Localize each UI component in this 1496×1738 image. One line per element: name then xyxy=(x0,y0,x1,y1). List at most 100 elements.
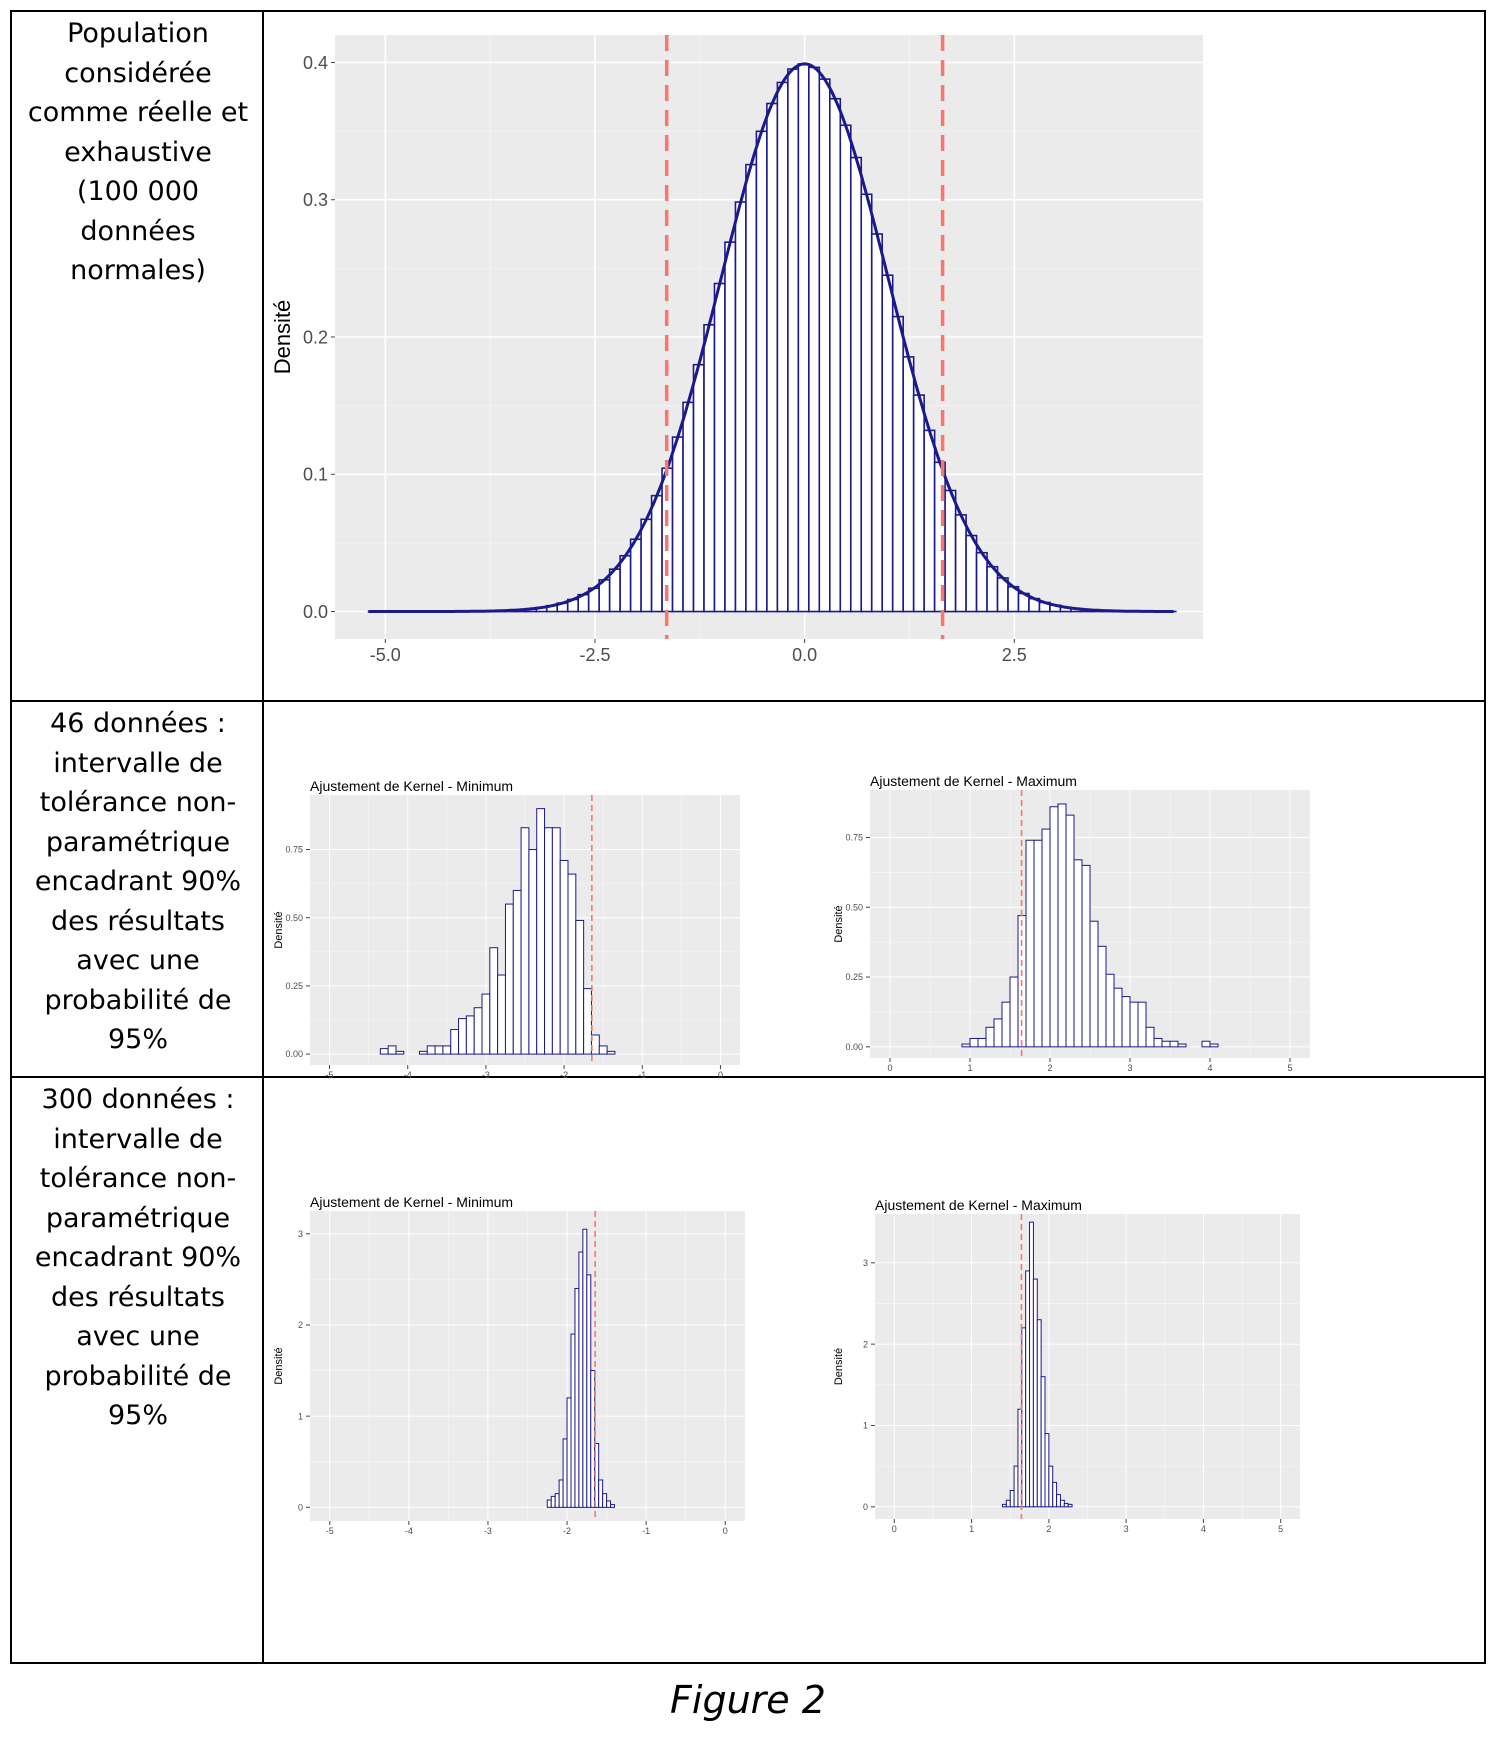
chart-title: Ajustement de Kernel - Minimum xyxy=(310,1196,513,1210)
y-tick-label: 0 xyxy=(298,1502,303,1512)
histogram-bar xyxy=(590,1034,600,1055)
histogram-bar xyxy=(703,323,716,613)
histogram-bar xyxy=(1029,1221,1034,1508)
y-tick-label: 0.25 xyxy=(285,981,303,991)
histogram-bar xyxy=(1065,814,1075,1048)
x-tick-label: -3 xyxy=(484,1526,492,1536)
column-divider xyxy=(262,12,264,1662)
histogram-bar xyxy=(528,849,538,1055)
histogram-bar xyxy=(606,1050,616,1055)
x-tick-label: 4 xyxy=(1201,1524,1206,1534)
histogram-bar xyxy=(993,1018,1003,1048)
x-tick-label: 3 xyxy=(1124,1524,1129,1534)
histogram-bar xyxy=(562,1438,568,1508)
histogram-bar xyxy=(1005,1499,1011,1508)
histogram-bar xyxy=(546,1499,552,1508)
kernel-minimum-300-histogram: -5 -4 -3 -2 -1 0 0 1 2 3 Ajustement de Kernel - Mi… xyxy=(273,1196,745,1536)
x-tick-label: -2 xyxy=(560,1070,568,1080)
density-curve xyxy=(368,62,1174,613)
histogram-bar xyxy=(1059,1499,1065,1508)
histogram-bar xyxy=(512,889,522,1055)
histogram-bar xyxy=(755,130,768,613)
row-divider xyxy=(12,700,1484,702)
histogram-bar xyxy=(1161,1040,1171,1048)
histogram-bar xyxy=(671,436,684,613)
x-tick-label: 2.5 xyxy=(1002,645,1027,665)
histogram-bar xyxy=(1013,1465,1019,1508)
x-tick-label: -4 xyxy=(404,1070,412,1080)
y-axis-label: Densité xyxy=(273,911,285,948)
histogram-bar xyxy=(567,873,577,1055)
histogram-bar xyxy=(1089,920,1099,1048)
histogram-bar xyxy=(426,1045,436,1055)
x-tick-label: 0 xyxy=(887,1063,892,1073)
histogram-bar xyxy=(891,315,904,613)
histogram-bar xyxy=(434,1045,444,1055)
x-tick-label: -5 xyxy=(326,1070,334,1080)
y-tick-label: 0.75 xyxy=(845,833,863,843)
y-tick-label: 2 xyxy=(298,1320,303,1330)
histogram-bar xyxy=(606,1500,612,1508)
histogram-bar xyxy=(1041,828,1051,1048)
histogram-bar xyxy=(629,538,642,613)
row-divider xyxy=(12,1076,1484,1078)
histogram-bar xyxy=(1036,1319,1042,1508)
histogram-bar xyxy=(566,1397,572,1508)
histogram-bar xyxy=(650,494,663,613)
histogram-bar xyxy=(808,66,821,613)
x-tick-label: 5 xyxy=(1278,1524,1283,1534)
histogram-bar xyxy=(583,988,592,1055)
kernel-minimum-46-histogram: -5 -4 -3 -2 -1 0 0.00 0.25 0.50 0.75 Ajustement de… xyxy=(273,780,740,1080)
histogram-bar xyxy=(1137,1001,1147,1048)
histogram-bar xyxy=(724,241,737,613)
x-tick-label: 0 xyxy=(723,1526,728,1536)
histogram-bar xyxy=(985,1026,995,1048)
histogram-bar xyxy=(977,1037,987,1048)
x-tick-label: 1 xyxy=(969,1524,974,1534)
x-tick-label: 2 xyxy=(1047,1063,1052,1073)
histogram-bar xyxy=(829,97,842,613)
histogram-bar xyxy=(1033,839,1043,1048)
histogram-bar xyxy=(1052,1481,1058,1508)
histogram-bar xyxy=(1040,1376,1046,1508)
chart-title: Ajustement de Kernel - Maximum xyxy=(875,1200,1082,1213)
x-tick-label: 0 xyxy=(892,1524,897,1534)
histogram-bar xyxy=(582,1228,588,1508)
histogram-bar xyxy=(870,233,884,613)
histogram-bar xyxy=(1056,1494,1061,1508)
histogram-bar xyxy=(1121,996,1131,1048)
histogram-bar xyxy=(458,1018,467,1055)
histogram-bar xyxy=(745,163,758,613)
histogram-bar xyxy=(961,1043,971,1048)
x-tick-label: -3 xyxy=(482,1070,490,1080)
histogram-bar xyxy=(1067,1503,1073,1508)
histogram-bar xyxy=(1009,976,1019,1048)
histogram-bar xyxy=(551,827,561,1055)
x-tick-label: 0.0 xyxy=(792,645,817,665)
histogram-bar xyxy=(481,993,491,1055)
y-tick-label: 0.50 xyxy=(285,913,303,923)
figure-table: Population considérée comme réelle et ex… xyxy=(10,10,1486,1664)
histogram-bar xyxy=(881,274,894,613)
histogram-bar xyxy=(619,554,632,613)
histogram-bar xyxy=(1201,1040,1211,1048)
row-label-46-data: 46 données : intervalle de tolérance non… xyxy=(34,708,242,1055)
chart-title: Ajustement de Kernel - Maximum xyxy=(870,776,1077,789)
histogram-bar xyxy=(1113,987,1123,1048)
histogram-bar xyxy=(578,1251,584,1508)
histogram-bar xyxy=(1025,839,1035,1048)
y-tick-label: 0.00 xyxy=(845,1042,863,1052)
kernel-maximum-300-histogram: 0 1 2 3 4 5 0 1 2 3 Ajustement de Kernel - Maximum… xyxy=(833,1200,1300,1534)
x-tick-label: -4 xyxy=(405,1526,413,1536)
histogram-bar xyxy=(574,1288,580,1508)
histogram-bar xyxy=(1009,1490,1015,1508)
x-tick-label: -2 xyxy=(563,1526,571,1536)
y-axis-label: Densité xyxy=(833,1348,845,1385)
histogram-bar xyxy=(1073,859,1083,1048)
histogram-bar xyxy=(586,1274,592,1508)
histogram-bar xyxy=(1044,1433,1050,1508)
histogram-bar xyxy=(558,1479,564,1508)
histogram-bar xyxy=(379,1048,389,1055)
histogram-bar xyxy=(902,356,915,613)
y-axis-label: Densité xyxy=(270,300,295,375)
